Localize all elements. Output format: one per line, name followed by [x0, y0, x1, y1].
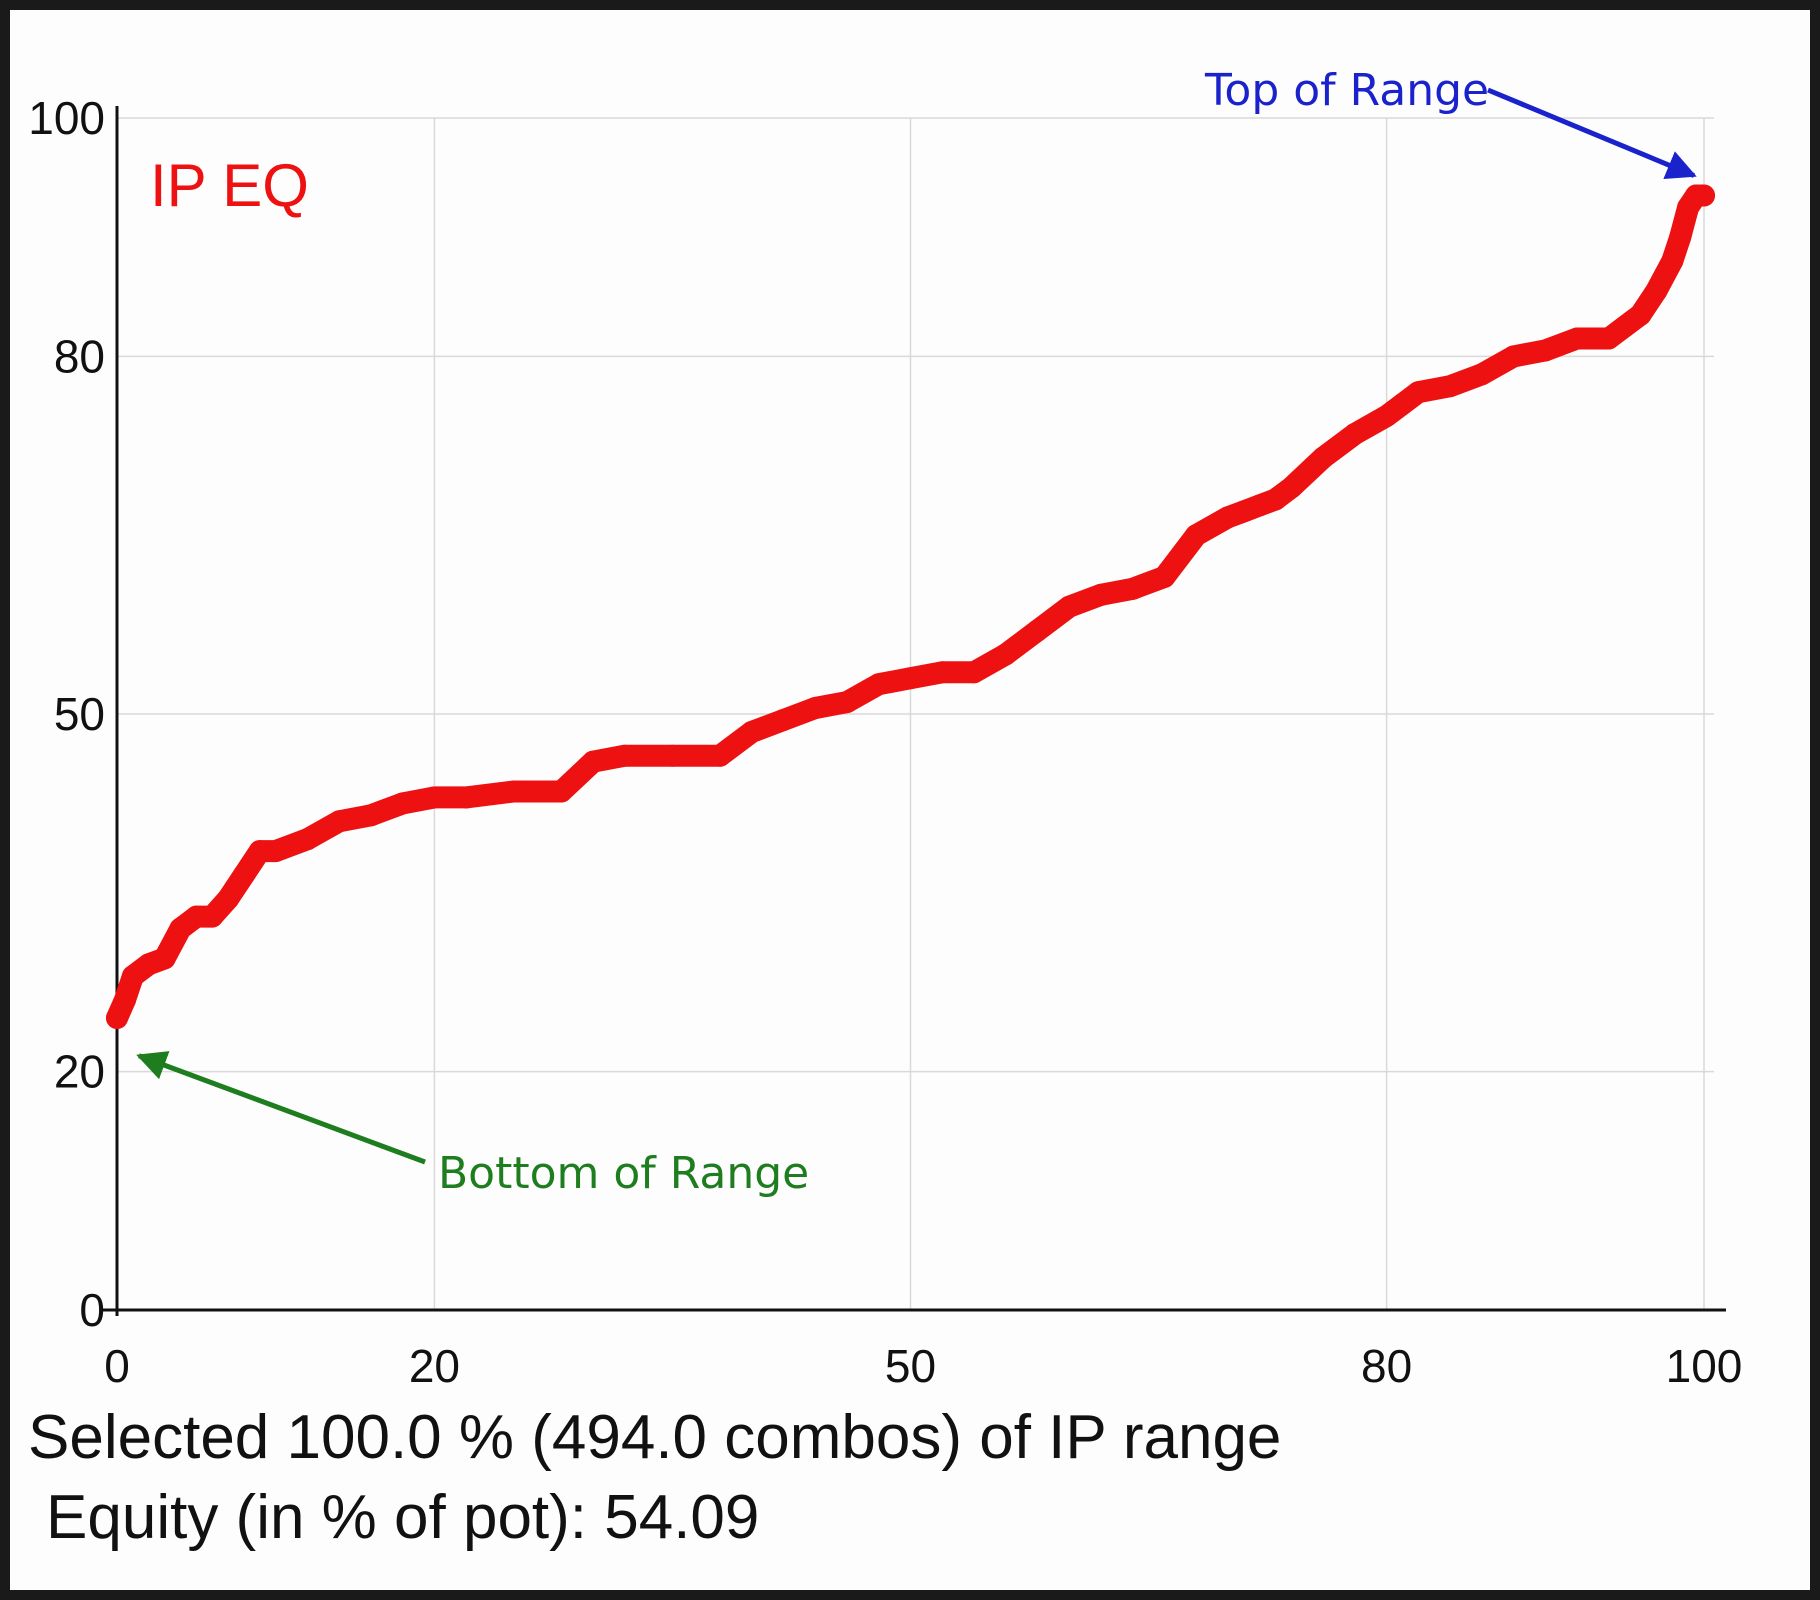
data-point — [359, 804, 382, 827]
data-point — [502, 780, 525, 803]
data-point — [962, 661, 985, 684]
data-point — [931, 661, 954, 684]
data-point — [248, 840, 271, 863]
data-point — [106, 1006, 128, 1029]
annotation-arrow — [1487, 87, 1697, 180]
equity-chart: 0 20 50 80 100 0 20 50 80 100 Top of Range Bottom … — [28, 65, 1742, 1392]
data-point — [1693, 184, 1715, 207]
data-point — [1470, 363, 1493, 386]
data-point — [740, 720, 763, 743]
data-point — [1661, 250, 1684, 273]
data-point — [153, 947, 176, 970]
data-point — [185, 905, 208, 928]
data-point — [328, 810, 351, 833]
data-point — [201, 905, 224, 928]
data-point — [899, 667, 922, 690]
data-point — [1058, 595, 1081, 618]
y-tick-label: 100 — [28, 92, 105, 144]
data-point — [264, 840, 287, 863]
data-point — [121, 965, 144, 988]
data-point — [113, 989, 136, 1012]
data-point — [867, 673, 890, 696]
annotations: Top of Range Bottom of Range — [136, 65, 1697, 1199]
chart-title: IP EQ — [150, 152, 309, 219]
y-tick-label: 80 — [54, 330, 105, 382]
y-tick-label: 20 — [54, 1046, 105, 1098]
data-point — [1375, 405, 1398, 427]
equity-series — [106, 184, 1715, 1029]
data-point — [1026, 619, 1049, 642]
chart-frame: 0 20 50 80 100 0 20 50 80 100 Top of Range Bottom … — [10, 10, 1810, 1590]
data-point — [455, 786, 478, 809]
grid-lines — [117, 117, 1714, 1310]
equity-summary: Equity (in % of pot): 54.09 — [46, 1483, 760, 1552]
y-tick-label: 0 — [79, 1284, 105, 1336]
data-point — [836, 691, 859, 714]
data-point — [1669, 226, 1692, 249]
x-tick-label: 0 — [104, 1340, 130, 1392]
data-point — [1597, 327, 1620, 350]
selection-summary: Selected 100.0 % (494.0 combos) of IP ra… — [28, 1403, 1282, 1472]
data-point — [391, 792, 414, 815]
data-point — [296, 828, 319, 851]
data-point — [1264, 488, 1287, 511]
x-tick-label: 20 — [409, 1340, 460, 1392]
data-point — [613, 744, 636, 767]
annotation-arrow — [136, 1051, 426, 1165]
data-point — [1566, 327, 1589, 350]
data-point — [1312, 446, 1335, 469]
data-point — [1645, 279, 1668, 302]
data-point — [1343, 422, 1366, 445]
data-point — [1280, 476, 1303, 499]
data-point — [1089, 583, 1112, 606]
x-tick-label: 100 — [1666, 1340, 1743, 1392]
data-point — [1502, 345, 1525, 368]
data-point — [1629, 303, 1652, 326]
data-point — [582, 750, 605, 773]
data-point — [1534, 339, 1557, 362]
data-point — [232, 863, 255, 886]
annotation-label: Bottom of Range — [438, 1148, 809, 1199]
data-point — [423, 786, 446, 809]
data-point — [169, 917, 192, 940]
data-point — [217, 887, 240, 910]
data-point — [661, 744, 684, 767]
data-point — [709, 744, 732, 767]
data-point — [994, 643, 1017, 666]
data-point — [550, 780, 573, 803]
data-point — [1391, 393, 1414, 416]
data-point — [1407, 381, 1430, 404]
tick-labels: 0 20 50 80 100 0 20 50 80 100 — [28, 92, 1742, 1392]
data-point — [772, 708, 795, 731]
data-point — [1153, 565, 1176, 588]
x-tick-label: 50 — [885, 1340, 936, 1392]
x-tick-label: 80 — [1361, 1340, 1412, 1392]
data-point — [1185, 524, 1208, 547]
data-point — [1439, 375, 1462, 398]
y-tick-label: 50 — [54, 688, 105, 740]
data-point — [1121, 577, 1144, 600]
annotation-label: Top of Range — [1204, 65, 1489, 116]
data-point — [804, 697, 827, 720]
axes — [103, 106, 1726, 1316]
